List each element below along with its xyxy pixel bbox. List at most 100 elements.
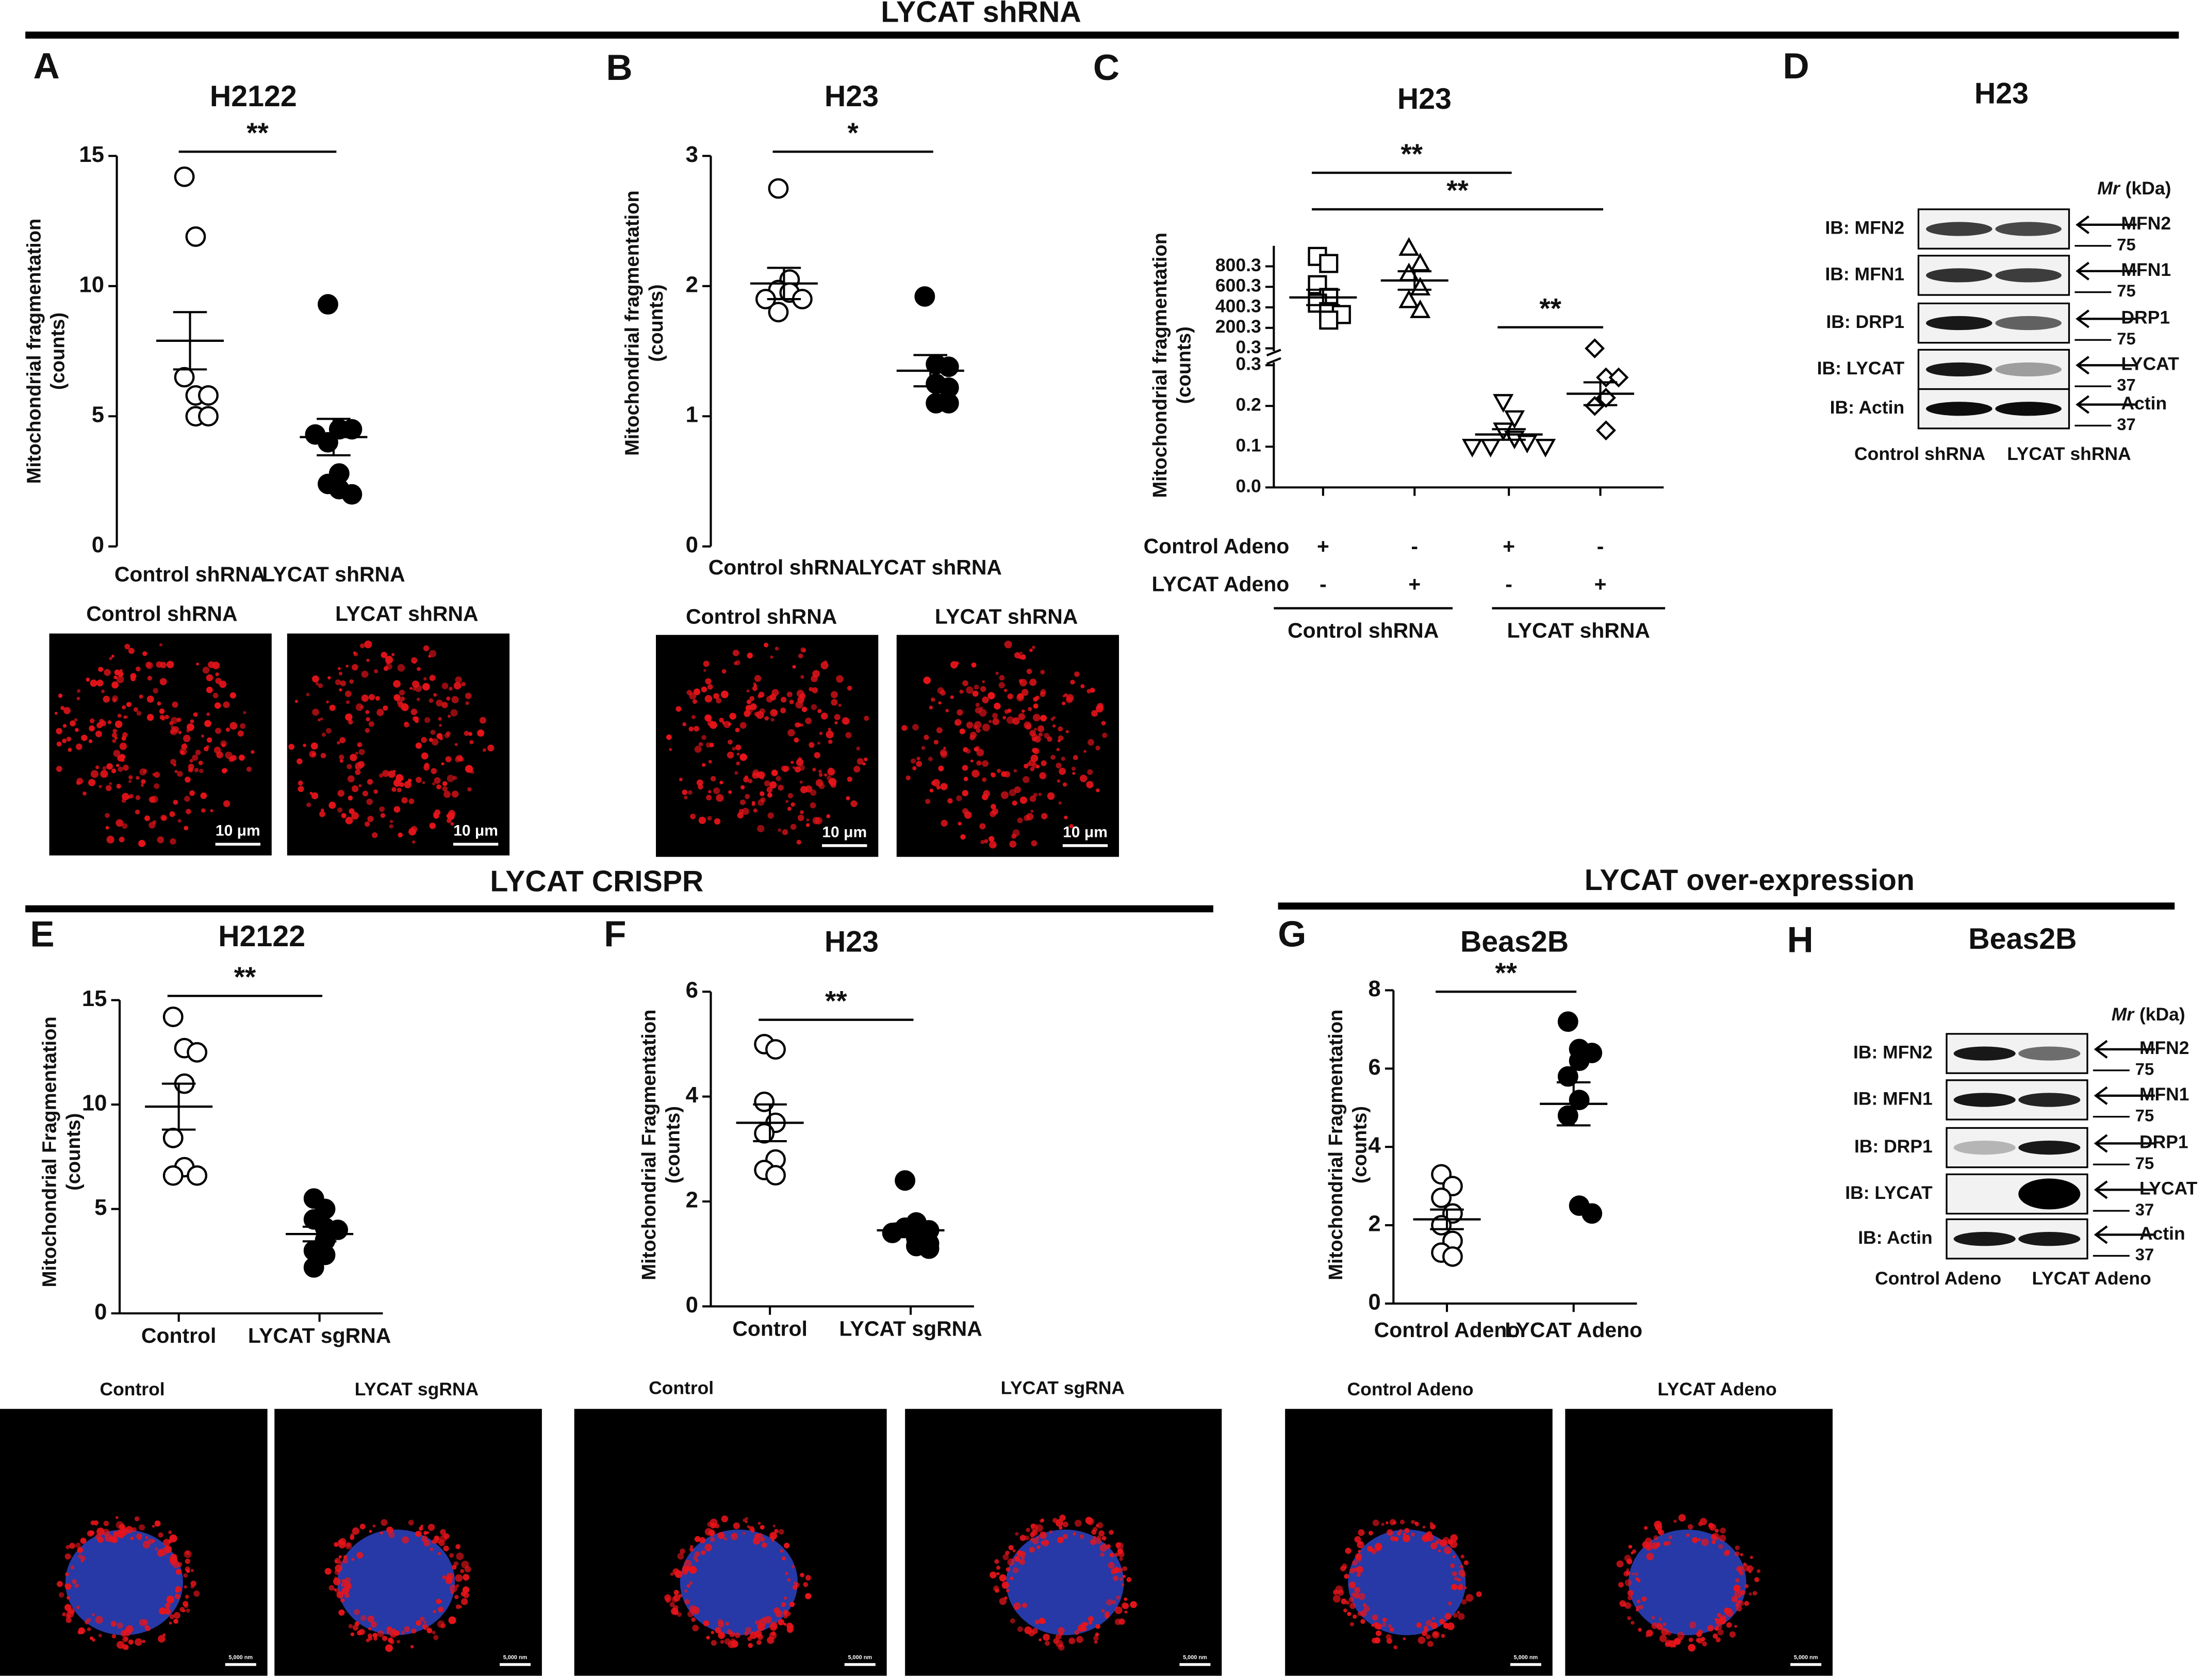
mitochondria xyxy=(1124,1597,1128,1601)
significance-label: * xyxy=(848,117,859,149)
mitochondria xyxy=(77,689,81,693)
mitochondria xyxy=(933,739,938,745)
image-caption: LYCAT sgRNA xyxy=(355,1379,479,1399)
mitochondria xyxy=(436,1599,441,1604)
mitochondria xyxy=(713,693,719,699)
mitochondria xyxy=(1427,1641,1434,1647)
mitochondria xyxy=(1130,1601,1137,1608)
mitochondria xyxy=(119,836,125,843)
mitochondria xyxy=(982,723,990,732)
mitochondria xyxy=(783,1596,787,1600)
blot-band xyxy=(2018,1178,2081,1210)
mitochondria xyxy=(800,810,804,814)
mitochondria xyxy=(772,710,778,715)
mitochondria xyxy=(446,696,451,701)
mitochondria xyxy=(792,665,796,669)
mitochondria xyxy=(1362,1603,1366,1607)
mitochondria xyxy=(974,684,979,690)
mitochondria xyxy=(429,698,434,703)
mitochondria xyxy=(1039,1531,1047,1539)
lane-label: LYCAT Adeno xyxy=(2032,1268,2151,1289)
data-point xyxy=(174,166,195,187)
mitochondria xyxy=(335,679,341,685)
mitochondria xyxy=(360,1615,367,1621)
micrograph: 5,000 nm xyxy=(1285,1409,1553,1676)
mitochondria xyxy=(366,658,370,662)
mitochondria xyxy=(719,780,723,785)
mitochondria xyxy=(723,1537,728,1541)
mitochondria xyxy=(159,715,165,720)
mitochondria xyxy=(979,706,983,710)
mitochondria xyxy=(446,1572,454,1580)
mitochondria xyxy=(56,766,62,772)
mitochondria xyxy=(1668,1640,1676,1648)
mitochondria xyxy=(690,1545,693,1548)
mitochondria xyxy=(794,1582,800,1588)
mitochondria xyxy=(707,816,712,821)
mitochondria xyxy=(757,825,765,833)
mitochondria xyxy=(433,693,437,697)
lane-label: Control shRNA xyxy=(1854,443,1985,464)
data-point xyxy=(303,1257,324,1278)
mitochondria xyxy=(982,696,989,703)
mitochondria xyxy=(298,780,303,786)
mitochondria xyxy=(391,787,397,792)
mitochondria xyxy=(1655,1542,1661,1547)
error-bar xyxy=(302,1225,337,1243)
blot-protein: MFN2 xyxy=(2121,213,2171,234)
mitochondria xyxy=(1021,689,1029,696)
mitochondria xyxy=(356,1552,364,1559)
mitochondria xyxy=(673,1590,679,1595)
mitochondria xyxy=(390,1640,394,1644)
mitochondria xyxy=(320,717,323,720)
y-tick-label: 0 xyxy=(94,1300,107,1325)
mitochondria xyxy=(375,696,380,701)
mitochondria xyxy=(421,737,427,743)
mitochondria xyxy=(1080,684,1085,688)
mitochondria xyxy=(728,739,733,745)
mitochondria xyxy=(229,722,238,730)
mitochondria xyxy=(114,736,118,740)
mitochondria xyxy=(433,1610,436,1613)
mitochondria xyxy=(1439,1619,1445,1625)
micrograph: 5,000 nm xyxy=(0,1409,268,1676)
mitochondria xyxy=(152,820,157,825)
axis-break xyxy=(1266,349,1281,357)
mitochondria xyxy=(339,688,342,692)
mitochondria xyxy=(916,756,920,761)
mitochondria xyxy=(1358,1593,1365,1600)
mitochondria xyxy=(1403,1534,1410,1542)
mitochondria xyxy=(1741,1564,1750,1572)
mitochondria xyxy=(703,669,706,672)
mitochondria xyxy=(1333,1589,1339,1595)
mitochondria xyxy=(66,736,72,742)
data-point xyxy=(185,226,206,247)
mitochondria xyxy=(368,721,374,727)
mitochondria xyxy=(790,761,794,764)
mitochondria xyxy=(186,1608,190,1613)
mitochondria xyxy=(339,759,343,763)
mitochondria xyxy=(1353,1614,1357,1619)
mitochondria xyxy=(1003,688,1008,693)
mitochondria xyxy=(189,790,195,796)
y-axis-label: (counts) xyxy=(645,284,667,361)
mitochondria xyxy=(1019,796,1028,804)
mitochondria xyxy=(1636,1605,1640,1609)
chart-title: H2122 xyxy=(210,80,297,113)
mitochondria xyxy=(1624,1579,1632,1587)
mitochondria xyxy=(757,1522,761,1525)
mitochondria xyxy=(1121,1583,1125,1587)
mitochondria xyxy=(818,773,823,777)
mitochondria xyxy=(1059,767,1066,775)
mitochondria xyxy=(971,769,980,778)
mitochondria xyxy=(139,768,147,776)
scale-label: 5,000 nm xyxy=(1514,1654,1538,1660)
mitochondria xyxy=(443,790,451,798)
mitochondria xyxy=(1666,1541,1671,1546)
mitochondria xyxy=(145,662,152,668)
mitochondria xyxy=(767,1636,775,1644)
mitochondria xyxy=(461,1560,469,1569)
mitochondria xyxy=(190,719,194,723)
mitochondria xyxy=(1079,1534,1084,1539)
mitochondria xyxy=(294,700,299,703)
